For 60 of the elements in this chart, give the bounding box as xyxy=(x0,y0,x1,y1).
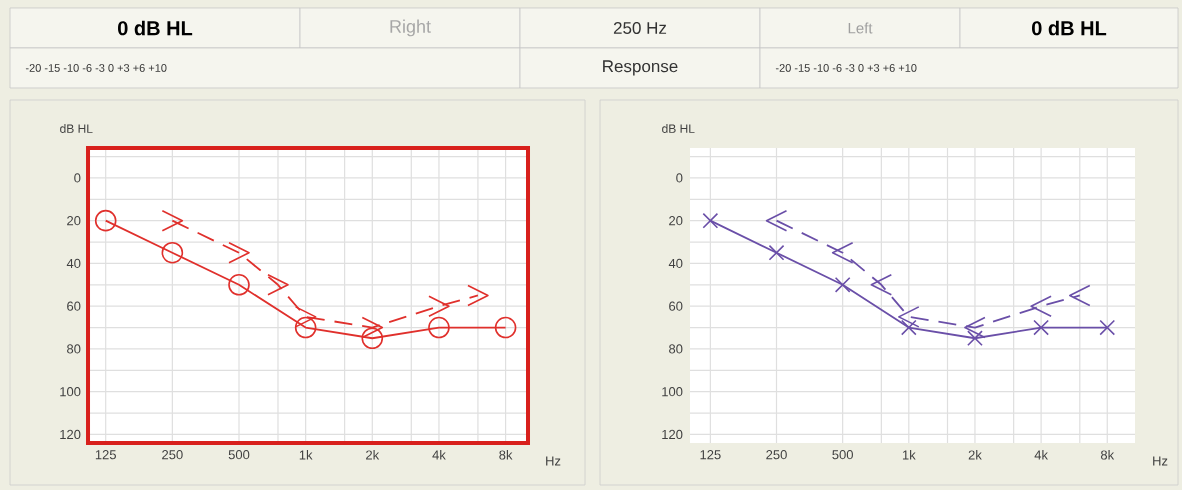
y-tick-label: 40 xyxy=(668,258,683,269)
point xyxy=(1099,319,1116,336)
x-tick-label: 250 xyxy=(766,450,787,460)
y-tick-label: 100 xyxy=(662,387,683,397)
y-tick-label: 0 xyxy=(74,173,81,183)
x-axis-title: Hz xyxy=(1153,456,1168,466)
point xyxy=(967,330,983,347)
x-tick-label: 125 xyxy=(700,450,721,460)
point xyxy=(428,295,450,317)
y-axis-title: dB HL xyxy=(60,124,93,133)
point xyxy=(228,274,250,296)
y-tick-label: 100 xyxy=(60,387,81,397)
point xyxy=(898,306,920,328)
text: Right xyxy=(390,19,431,37)
x-tick-label: 8k xyxy=(1100,450,1115,460)
point xyxy=(361,316,384,339)
x-tick-label: 2k xyxy=(968,450,982,460)
point xyxy=(900,319,917,336)
point xyxy=(161,241,184,264)
point xyxy=(1030,295,1052,317)
y-tick-label: 20 xyxy=(67,216,81,226)
y-tick-label: 120 xyxy=(60,429,81,440)
text: Left xyxy=(848,22,873,34)
text: 0 dB HL xyxy=(118,20,193,36)
point xyxy=(94,209,117,232)
x-tick-label: 4k xyxy=(1034,450,1048,460)
x-tick-label: 500 xyxy=(832,450,853,460)
point xyxy=(294,316,317,339)
point xyxy=(428,316,450,339)
text: -20 -15 -10 -6 -3 0 +3 +6 +10 xyxy=(775,64,917,72)
point xyxy=(834,276,851,293)
x-tick-label: 2k xyxy=(366,450,380,460)
point xyxy=(494,316,517,339)
y-tick-label: 60 xyxy=(669,301,683,311)
y-axis-title: dB HL xyxy=(662,124,695,133)
y-tick-label: 80 xyxy=(67,344,81,354)
point xyxy=(1033,319,1049,336)
point xyxy=(361,327,384,350)
x-tick-label: 1k xyxy=(902,450,916,460)
x-tick-label: 250 xyxy=(162,450,183,460)
y-tick-label: 20 xyxy=(669,216,683,226)
point xyxy=(294,306,317,328)
x-tick-label: 1k xyxy=(299,450,313,460)
x-tick-label: 500 xyxy=(228,450,250,460)
point xyxy=(964,316,986,339)
text: -20 -15 -10 -6 -3 0 +3 +6 +10 xyxy=(25,64,167,72)
y-tick-label: 0 xyxy=(676,173,683,183)
y-tick-label: 80 xyxy=(669,344,683,354)
text: 250 Hz xyxy=(613,21,667,34)
point xyxy=(768,244,785,261)
y-tick-label: 60 xyxy=(67,301,81,311)
x-axis-title: Hz xyxy=(546,456,561,466)
y-tick-label: 40 xyxy=(66,258,81,269)
text: 0 dB HL xyxy=(1032,20,1107,36)
y-tick-label: 120 xyxy=(662,429,683,440)
point xyxy=(702,212,719,229)
x-tick-label: 125 xyxy=(95,450,116,460)
x-tick-label: 8k xyxy=(499,450,513,460)
x-tick-label: 4k xyxy=(432,450,446,460)
text: Response xyxy=(603,60,678,76)
